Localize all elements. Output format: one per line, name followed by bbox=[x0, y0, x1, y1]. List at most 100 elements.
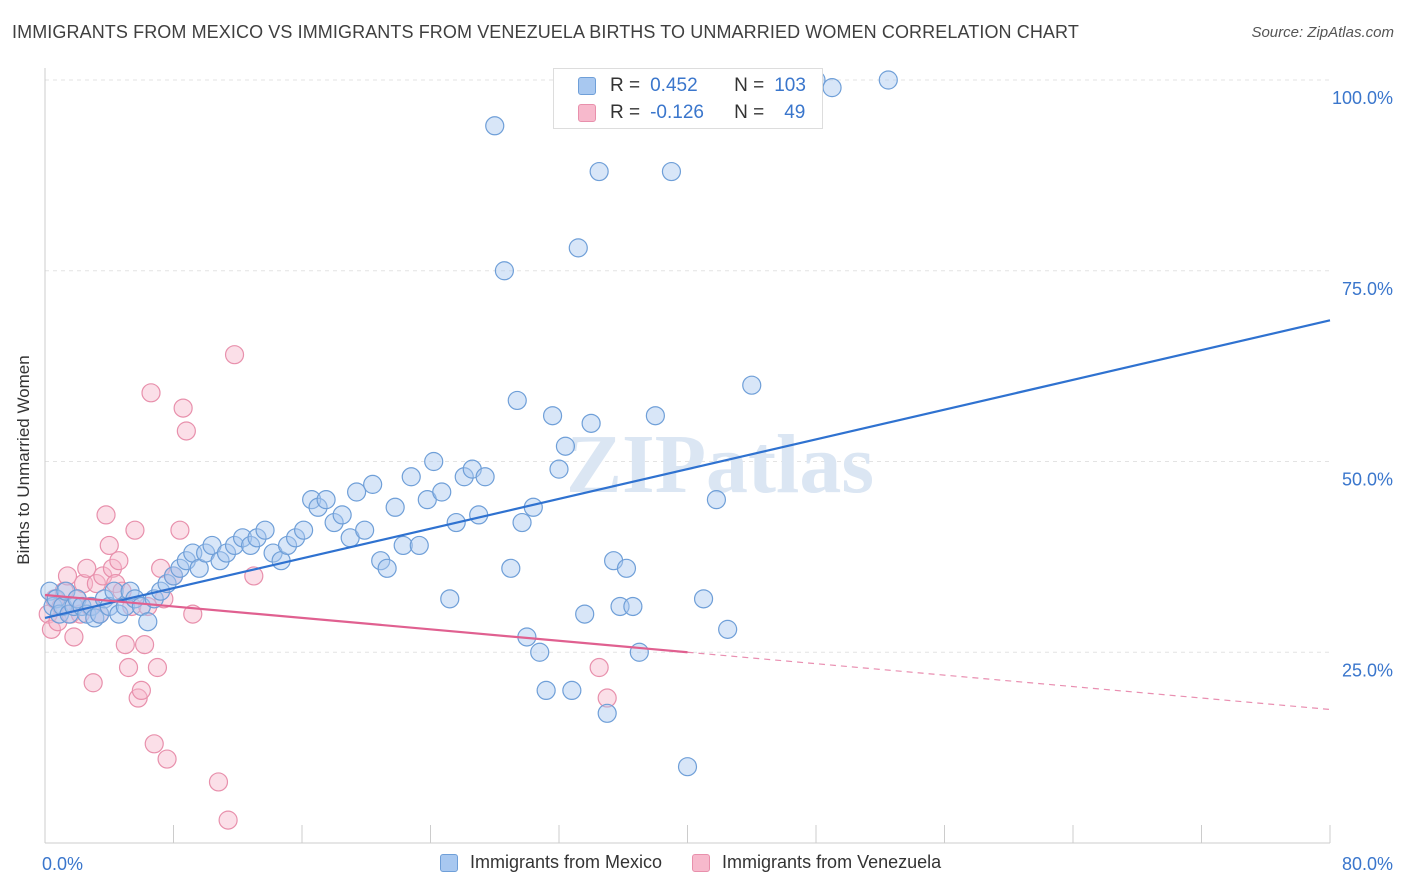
watermark: ZIPatlas bbox=[566, 418, 874, 511]
venezuela-point bbox=[102, 558, 123, 578]
mexico-point bbox=[302, 490, 322, 510]
mexico-point bbox=[371, 551, 391, 571]
mexico-point bbox=[347, 482, 367, 502]
mexico-point bbox=[104, 581, 124, 601]
mexico-point bbox=[629, 642, 649, 662]
mexico-points bbox=[40, 70, 898, 777]
venezuela-point bbox=[96, 505, 116, 525]
source-label: Source: ZipAtlas.com bbox=[1251, 24, 1394, 41]
mexico-point bbox=[216, 543, 237, 563]
venezuela-point bbox=[157, 749, 177, 769]
mexico-point bbox=[324, 512, 344, 533]
mexico-point bbox=[355, 520, 375, 540]
venezuela-point bbox=[115, 635, 135, 655]
series-legend: Immigrants from Mexico Immigrants from V… bbox=[440, 852, 971, 873]
venezuela-point bbox=[57, 566, 78, 586]
mexico-point bbox=[542, 406, 563, 426]
venezuela-point bbox=[86, 573, 107, 594]
venezuela-point bbox=[170, 520, 190, 540]
venezuela-point bbox=[147, 657, 168, 678]
mexico-point bbox=[316, 490, 336, 510]
mexico-point bbox=[645, 406, 665, 426]
mexico-point bbox=[163, 566, 184, 586]
mexico-point bbox=[308, 497, 328, 517]
venezuela-point bbox=[125, 520, 145, 540]
mexico-point bbox=[475, 467, 495, 487]
n-label: N = bbox=[734, 102, 765, 123]
mexico-point bbox=[385, 497, 405, 517]
y-tick-label: 50.0% bbox=[1342, 470, 1393, 490]
mexico-point bbox=[138, 612, 158, 632]
mexico-point bbox=[677, 757, 698, 777]
venezuela-point bbox=[118, 657, 139, 678]
venezuela-point bbox=[41, 619, 62, 639]
mexico-point bbox=[616, 558, 637, 578]
y-tick-label: 25.0% bbox=[1342, 660, 1393, 680]
venezuela-point bbox=[224, 345, 245, 365]
y-tick-label: 100.0% bbox=[1332, 88, 1393, 108]
mexico-point bbox=[549, 459, 569, 479]
venezuela-point bbox=[144, 734, 164, 754]
mexico-swatch bbox=[440, 853, 458, 872]
n-label: N = bbox=[734, 75, 765, 96]
mexico-point bbox=[501, 558, 521, 578]
mexico-point bbox=[109, 604, 129, 624]
mexico-point bbox=[555, 436, 576, 456]
venezuela-r-value: -0.126 bbox=[650, 102, 704, 123]
mexico-point bbox=[530, 642, 550, 662]
mexico-point bbox=[170, 558, 190, 578]
mexico-point bbox=[277, 535, 298, 556]
mexico-point bbox=[512, 512, 532, 533]
mexico-point bbox=[822, 78, 842, 98]
mexico-point bbox=[377, 558, 397, 578]
mexico-point bbox=[294, 520, 314, 540]
legend-row-venezuela: R = -0.126 N = 49 bbox=[578, 100, 805, 126]
mexico-point bbox=[409, 535, 429, 556]
mexico-point bbox=[285, 528, 306, 548]
tick-labels: 25.0% 50.0% 75.0% 100.0% 0.0% 80.0% bbox=[42, 88, 1393, 874]
mexico-point bbox=[568, 238, 588, 258]
mexico-point bbox=[878, 70, 898, 90]
venezuela-swatch bbox=[692, 853, 711, 872]
mexico-point bbox=[432, 482, 452, 502]
trend-lines bbox=[44, 319, 1331, 711]
mexico-trend-line bbox=[44, 319, 1331, 619]
mexico-point bbox=[589, 161, 609, 182]
chart-title: IMMIGRANTS FROM MEXICO VS IMMIGRANTS FRO… bbox=[12, 22, 1079, 42]
venezuela-point bbox=[77, 558, 97, 578]
mexico-point bbox=[597, 703, 617, 723]
mexico-swatch bbox=[578, 77, 596, 95]
venezuela-point bbox=[99, 535, 119, 556]
mexico-point bbox=[332, 505, 352, 525]
axes-layer bbox=[44, 68, 1331, 844]
mexico-point bbox=[401, 467, 421, 487]
mexico-point bbox=[224, 535, 245, 556]
mexico-point bbox=[718, 619, 738, 639]
mexico-point bbox=[393, 535, 413, 556]
mexico-n-value: 103 bbox=[774, 75, 806, 96]
venezuela-point bbox=[131, 680, 151, 701]
mexico-point bbox=[210, 551, 230, 571]
mexico-point bbox=[575, 604, 595, 624]
venezuela-swatch bbox=[578, 104, 596, 122]
mexico-point bbox=[454, 467, 474, 487]
r-label: R = bbox=[610, 102, 641, 123]
venezuela-point bbox=[176, 421, 196, 441]
mexico-point bbox=[232, 528, 253, 548]
venezuela-point bbox=[173, 398, 193, 418]
correlation-legend: R = 0.452 N = 103 R = -0.126 N = 49 bbox=[553, 68, 823, 129]
mexico-point bbox=[706, 490, 727, 510]
mexico-point bbox=[424, 451, 444, 472]
mexico-point bbox=[247, 528, 267, 548]
venezuela-point bbox=[218, 810, 238, 830]
mexico-point bbox=[623, 596, 643, 617]
mexico-point bbox=[440, 589, 460, 609]
venezuela-point bbox=[64, 627, 84, 647]
legend-item-mexico: Immigrants from Mexico bbox=[440, 852, 662, 873]
mexico-point bbox=[494, 261, 514, 281]
venezuela-trend-line bbox=[44, 593, 688, 654]
mexico-point bbox=[241, 535, 261, 556]
mexico-point bbox=[255, 520, 275, 540]
mexico-point bbox=[363, 474, 383, 494]
